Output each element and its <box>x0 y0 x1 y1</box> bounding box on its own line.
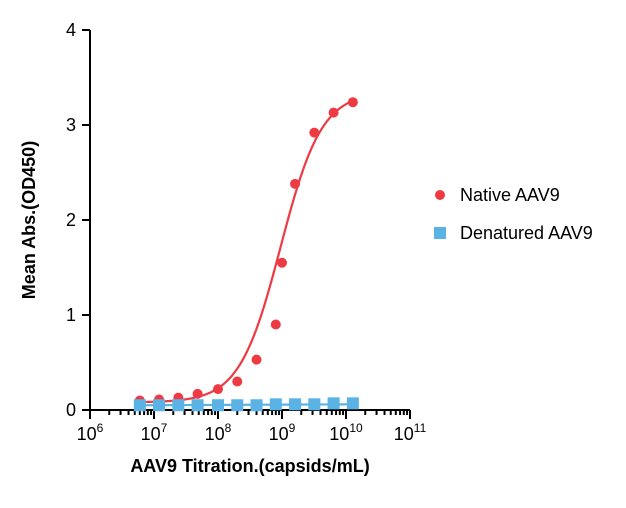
data-point <box>289 398 301 410</box>
series-curve <box>140 404 353 405</box>
x-tick-label: 106 <box>77 421 104 444</box>
chart-svg: 0 1 2 3 4 106 107 108 109 1010 1011 AAV9 Titration.… <box>0 0 626 508</box>
data-point <box>328 397 340 409</box>
y-tick-label: 4 <box>66 20 76 40</box>
data-point <box>348 97 358 107</box>
data-point <box>212 399 224 411</box>
y-axis-title: Mean Abs.(OD450) <box>19 141 39 299</box>
x-tick-label: 109 <box>269 421 296 444</box>
data-point <box>232 377 242 387</box>
legend-marker <box>434 227 446 239</box>
x-tick-label: 1010 <box>329 421 363 444</box>
series-curve <box>140 101 353 402</box>
data-point <box>329 108 339 118</box>
data-point <box>308 398 320 410</box>
data-point <box>172 399 184 411</box>
data-point <box>134 399 146 411</box>
data-point <box>271 320 281 330</box>
legend-label: Native AAV9 <box>460 185 560 205</box>
x-axis-title: AAV9 Titration.(capsids/mL) <box>130 456 369 476</box>
data-point <box>192 399 204 411</box>
data-point <box>231 399 243 411</box>
x-tick-label: 1011 <box>394 421 427 444</box>
data-point <box>290 179 300 189</box>
x-tick-label: 107 <box>141 421 168 444</box>
y-tick-label: 1 <box>66 305 76 325</box>
data-point <box>347 397 359 409</box>
legend-marker <box>435 190 445 200</box>
x-tick-label: 108 <box>205 421 232 444</box>
legend-label: Denatured AAV9 <box>460 223 593 243</box>
data-point <box>193 389 203 399</box>
y-tick-label: 0 <box>66 400 76 420</box>
data-point <box>277 258 287 268</box>
data-point <box>309 128 319 138</box>
chart-container: 0 1 2 3 4 106 107 108 109 1010 1011 AAV9 Titration.… <box>0 0 626 508</box>
data-point <box>153 399 165 411</box>
y-tick-label: 3 <box>66 115 76 135</box>
y-tick-label: 2 <box>66 210 76 230</box>
data-point <box>251 399 263 411</box>
data-point <box>270 398 282 410</box>
data-point <box>252 355 262 365</box>
data-point <box>213 384 223 394</box>
